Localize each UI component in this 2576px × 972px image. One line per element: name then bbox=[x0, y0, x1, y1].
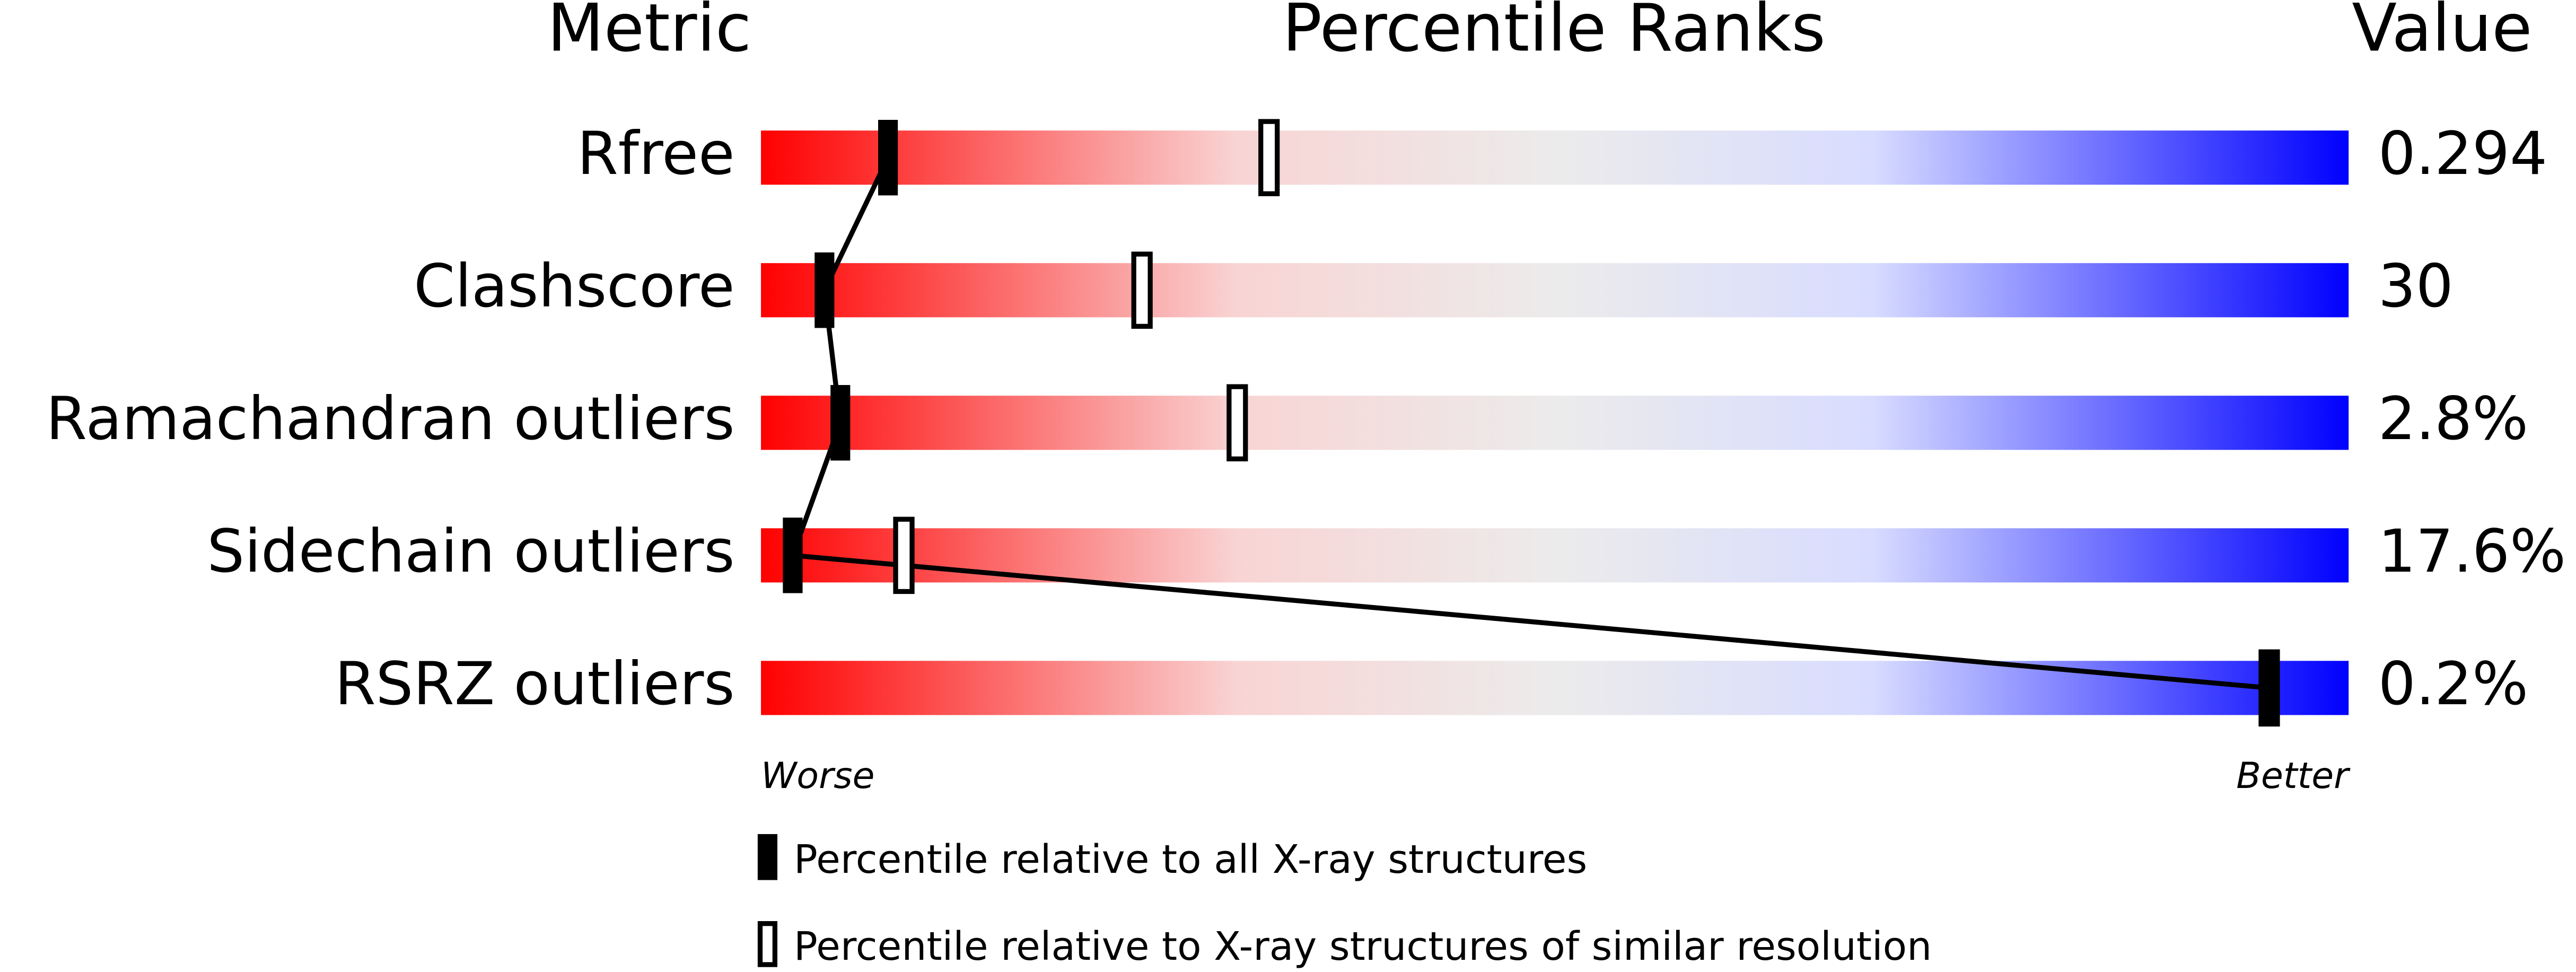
metric-label: Ramachandran outliers bbox=[46, 385, 735, 453]
legend: Percentile relative to all X-ray structu… bbox=[757, 834, 1932, 969]
metric-value: 2.8% bbox=[2378, 385, 2528, 453]
worse-label: Worse bbox=[761, 755, 874, 797]
metric-value: 17.6% bbox=[2378, 518, 2566, 586]
rows: Rfree 0.294 Clashscore 30 Ramachandran outli… bbox=[46, 119, 2566, 727]
chart-title: Percentile Ranks bbox=[1282, 0, 1825, 67]
percentile-bar bbox=[761, 130, 2349, 185]
metric-header: Metric bbox=[547, 0, 751, 67]
metric-value: 30 bbox=[2378, 252, 2454, 321]
percentile-bar bbox=[761, 396, 2349, 450]
metric-label: Rfree bbox=[577, 120, 734, 188]
metric-label: Sidechain outliers bbox=[207, 518, 734, 586]
percentile-bar bbox=[761, 661, 2349, 715]
open-marker bbox=[1131, 251, 1153, 329]
value-header: Value bbox=[2352, 0, 2532, 67]
filled-marker bbox=[783, 518, 803, 593]
open-marker bbox=[1226, 384, 1248, 462]
filled-marker bbox=[814, 252, 835, 328]
filled-marker bbox=[830, 385, 851, 461]
filled-marker bbox=[2259, 650, 2280, 726]
legend-swatch-open bbox=[757, 921, 778, 967]
open-marker bbox=[893, 516, 915, 594]
metric-value: 0.2% bbox=[2378, 650, 2528, 719]
better-label: Better bbox=[2236, 755, 2351, 797]
metric-label: Clashscore bbox=[414, 252, 734, 321]
percentile-bar bbox=[761, 263, 2349, 318]
legend-label: Percentile relative to X-ray structures … bbox=[794, 923, 1932, 969]
legend-swatch-filled bbox=[757, 834, 778, 880]
metric-value: 0.294 bbox=[2378, 120, 2547, 188]
percentile-bar bbox=[761, 528, 2349, 583]
filled-marker bbox=[878, 120, 898, 196]
legend-label: Percentile relative to all X-ray structu… bbox=[794, 836, 1587, 882]
metric-label: RSRZ outliers bbox=[335, 650, 734, 719]
open-marker bbox=[1258, 119, 1280, 197]
